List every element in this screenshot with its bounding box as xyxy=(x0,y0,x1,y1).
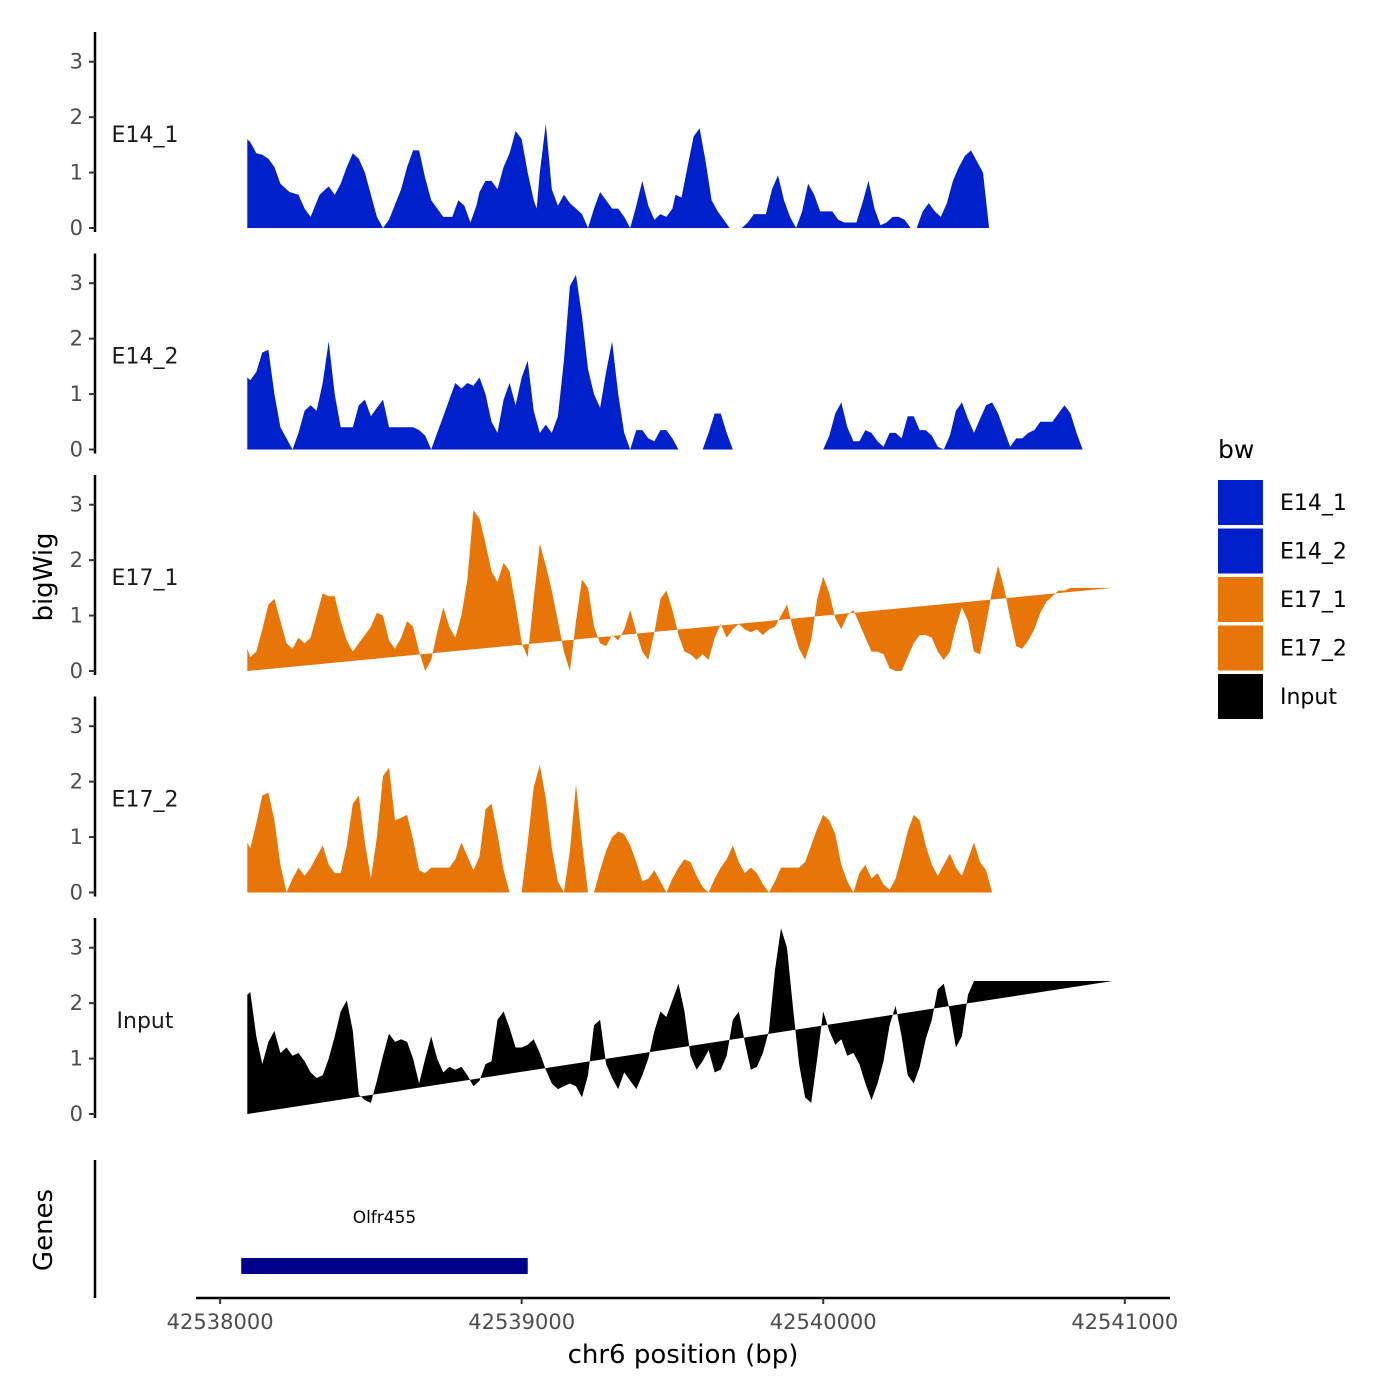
x-tick-label: 42538000 xyxy=(167,1310,274,1334)
legend-swatch xyxy=(1218,528,1263,574)
track-panel-E17_2: 0 1 2 3 E17_2 xyxy=(70,696,1119,905)
y-tick-label: 3 xyxy=(70,714,83,738)
legend-swatch xyxy=(1218,674,1263,719)
signal-area-E17_1 xyxy=(247,510,1113,671)
x-tick-label: 42540000 xyxy=(770,1310,877,1334)
x-axis-title: chr6 position (bp) xyxy=(568,1340,799,1370)
y-tick-label: 2 xyxy=(70,991,83,1015)
x-tick-label: 42539000 xyxy=(468,1310,575,1334)
tracks-layer: 0 1 2 3 E14_1 0 1 2 3 E14_2 0 1 2 3 E17_1 0 1 2 3 E17_2 0 1 2 3… xyxy=(70,32,1125,1126)
legend-swatch xyxy=(1218,480,1263,525)
y-tick-label: 3 xyxy=(70,936,83,960)
track-panel-E14_1: 0 1 2 3 E14_1 xyxy=(70,32,1125,240)
gene-label: Olfr455 xyxy=(353,1208,417,1228)
y-tick-label: 3 xyxy=(70,493,83,517)
legend-swatch xyxy=(1218,625,1263,671)
legend-label: E17_1 xyxy=(1280,588,1347,613)
track-label: E14_2 xyxy=(112,345,179,370)
legend-label: E14_1 xyxy=(1280,491,1347,516)
track-label: Input xyxy=(117,1009,174,1034)
legend-label: E17_2 xyxy=(1280,637,1347,662)
y-tick-label: 2 xyxy=(70,548,83,572)
y-tick-label: 0 xyxy=(70,438,83,462)
legend-label: Input xyxy=(1280,685,1337,710)
signal-area-E14_2 xyxy=(247,274,1125,450)
legend-label: E14_2 xyxy=(1280,540,1347,565)
signal-area-E17_2 xyxy=(247,765,1119,893)
y-tick-label: 1 xyxy=(70,604,83,628)
y-tick-label: 1 xyxy=(70,1047,83,1071)
y-tick-label: 1 xyxy=(70,382,83,406)
y-tick-label: 0 xyxy=(70,216,83,240)
track-label: E14_1 xyxy=(112,123,179,148)
y-tick-label: 3 xyxy=(70,50,83,74)
y-tick-label: 2 xyxy=(70,327,83,351)
legend-swatch xyxy=(1218,577,1263,622)
track-panel-E14_2: 0 1 2 3 E14_2 xyxy=(70,253,1125,462)
track-panel-Input: 0 1 2 3 Input xyxy=(70,918,1113,1126)
y-tick-label: 3 xyxy=(70,271,83,295)
x-tick-label: 42541000 xyxy=(1071,1310,1178,1334)
track-label: E17_2 xyxy=(112,788,179,813)
y-tick-label: 2 xyxy=(70,770,83,794)
genes-track-title: Genes xyxy=(29,1189,59,1271)
y-tick-label: 0 xyxy=(70,1102,83,1126)
genes-track: Olfr455 xyxy=(93,1160,528,1298)
y-tick-label: 0 xyxy=(70,659,83,683)
gene-body xyxy=(241,1258,528,1274)
x-axis: 42538000 42539000 42540000 42541000 xyxy=(167,1296,1178,1334)
y-tick-label: 2 xyxy=(70,105,83,129)
y-tick-label: 1 xyxy=(70,161,83,185)
track-panel-E17_1: 0 1 2 3 E17_1 xyxy=(70,475,1113,683)
signal-area-E14_1 xyxy=(247,123,1125,228)
track-label: E17_1 xyxy=(112,566,179,591)
y-axis-title: bigWig xyxy=(29,532,59,621)
y-tick-label: 0 xyxy=(70,881,83,905)
legend: bw E14_1 E14_2 E17_1 E17_2 Input xyxy=(1218,435,1347,719)
y-tick-label: 1 xyxy=(70,825,83,849)
legend-title: bw xyxy=(1218,435,1254,464)
signal-area-Input xyxy=(247,928,1113,1114)
